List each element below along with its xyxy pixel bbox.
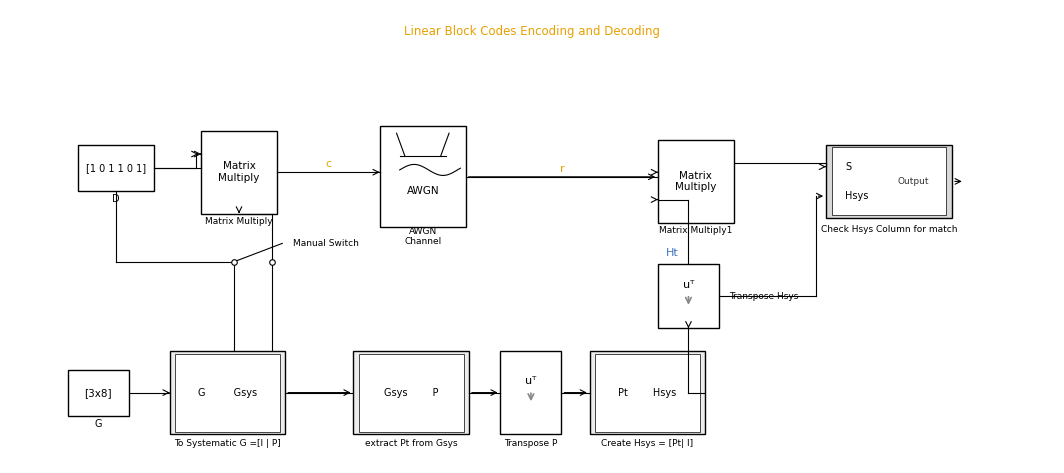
Text: Manual Switch: Manual Switch: [293, 239, 359, 248]
FancyBboxPatch shape: [595, 354, 700, 432]
FancyBboxPatch shape: [68, 369, 129, 416]
Text: To Systematic G =[I | P]: To Systematic G =[I | P]: [174, 438, 281, 447]
FancyBboxPatch shape: [500, 351, 562, 434]
FancyBboxPatch shape: [832, 148, 946, 215]
Text: D: D: [113, 194, 120, 204]
FancyBboxPatch shape: [201, 131, 277, 213]
Text: Output: Output: [897, 177, 929, 186]
Text: Matrix
Multiply: Matrix Multiply: [676, 171, 716, 192]
Text: Linear Block Codes Encoding and Decoding: Linear Block Codes Encoding and Decoding: [404, 26, 660, 38]
FancyBboxPatch shape: [380, 126, 466, 228]
Text: Matrix Multiply: Matrix Multiply: [205, 217, 272, 226]
Text: Pt        Hsys: Pt Hsys: [618, 387, 677, 398]
FancyBboxPatch shape: [658, 264, 719, 328]
Text: Ht: Ht: [666, 247, 679, 258]
Text: Create Hsys = [Pt| I]: Create Hsys = [Pt| I]: [601, 438, 694, 447]
Text: [3x8]: [3x8]: [84, 387, 112, 398]
Text: G: G: [95, 419, 102, 429]
Text: extract Pt from Gsys: extract Pt from Gsys: [365, 438, 458, 447]
Text: G         Gsys: G Gsys: [198, 387, 257, 398]
Text: S: S: [845, 162, 851, 172]
Text: c: c: [326, 159, 331, 169]
Text: Transpose Hsys: Transpose Hsys: [730, 292, 799, 301]
FancyBboxPatch shape: [826, 145, 952, 218]
Text: Matrix
Multiply: Matrix Multiply: [218, 161, 260, 183]
Text: uᵀ: uᵀ: [683, 280, 694, 289]
Text: AWGN: AWGN: [406, 185, 439, 196]
Text: Transpose P: Transpose P: [504, 438, 558, 447]
Text: Gsys        P: Gsys P: [384, 387, 438, 398]
Text: Matrix Multiply1: Matrix Multiply1: [659, 227, 732, 236]
FancyBboxPatch shape: [79, 145, 154, 191]
Text: uᵀ: uᵀ: [526, 376, 536, 386]
Text: Hsys: Hsys: [845, 191, 868, 201]
Text: [1 0 1 1 0 1]: [1 0 1 1 0 1]: [86, 163, 146, 173]
FancyBboxPatch shape: [589, 351, 705, 434]
FancyBboxPatch shape: [359, 354, 464, 432]
Text: r: r: [560, 164, 564, 174]
FancyBboxPatch shape: [170, 351, 285, 434]
FancyBboxPatch shape: [353, 351, 469, 434]
Text: Check Hsys Column for match: Check Hsys Column for match: [820, 225, 958, 234]
FancyBboxPatch shape: [658, 140, 733, 223]
FancyBboxPatch shape: [174, 354, 280, 432]
Text: AWGN
Channel: AWGN Channel: [404, 227, 442, 246]
